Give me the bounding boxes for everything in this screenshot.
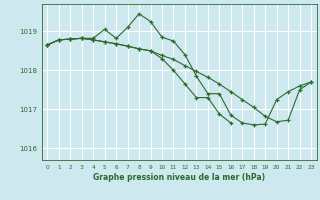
X-axis label: Graphe pression niveau de la mer (hPa): Graphe pression niveau de la mer (hPa) [93, 173, 265, 182]
